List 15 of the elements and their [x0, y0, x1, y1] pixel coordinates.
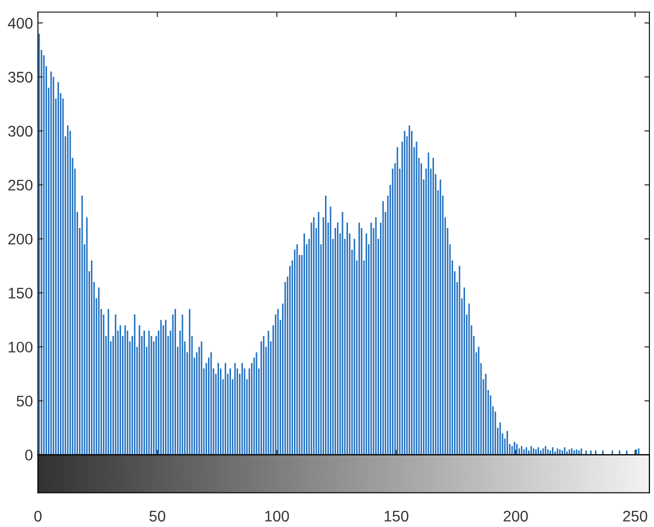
y-tick-label: 250 — [8, 180, 32, 191]
y-tick-label: 400 — [8, 18, 32, 29]
y-tick-label: 0 — [25, 450, 32, 460]
x-tick-label: 150 — [384, 510, 408, 522]
x-tick-label: 250 — [623, 510, 648, 522]
y-tick-label: 100 — [8, 342, 32, 353]
x-tick-label: 0 — [34, 510, 42, 522]
x-tick-label: 200 — [504, 510, 528, 522]
y-tick-label: 350 — [8, 72, 32, 83]
x-tick-label: 100 — [265, 510, 289, 522]
x-tick-label: 50 — [149, 510, 166, 522]
y-tick-label: 300 — [8, 126, 32, 137]
y-tick-label: 50 — [16, 396, 32, 406]
y-tick-label: 150 — [8, 288, 32, 299]
y-tick-label: 200 — [8, 234, 32, 245]
